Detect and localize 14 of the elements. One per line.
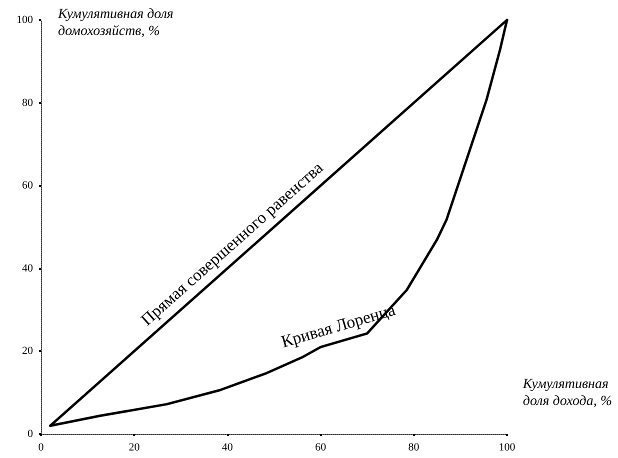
- y-tick-label: 0: [28, 428, 34, 440]
- x-tick-label: 0: [38, 442, 44, 454]
- y-tick-label: 20: [22, 345, 34, 358]
- x-tick-label: 20: [128, 442, 140, 454]
- y-tick-label: 80: [22, 96, 34, 109]
- x-tick-label: 40: [222, 442, 234, 454]
- y-tick-label: 60: [22, 180, 34, 192]
- x-tick-label: 100: [498, 442, 516, 454]
- y-tick-label: 100: [16, 14, 34, 26]
- x-tick-label: 60: [315, 442, 327, 454]
- x-axis-title: Кумулятивная доля дохода, %: [522, 377, 612, 409]
- x-tick-label: 80: [408, 442, 420, 454]
- y-tick-label: 40: [22, 262, 34, 274]
- y-axis-title: Кумулятивная доля домохозяйств, %: [57, 7, 174, 39]
